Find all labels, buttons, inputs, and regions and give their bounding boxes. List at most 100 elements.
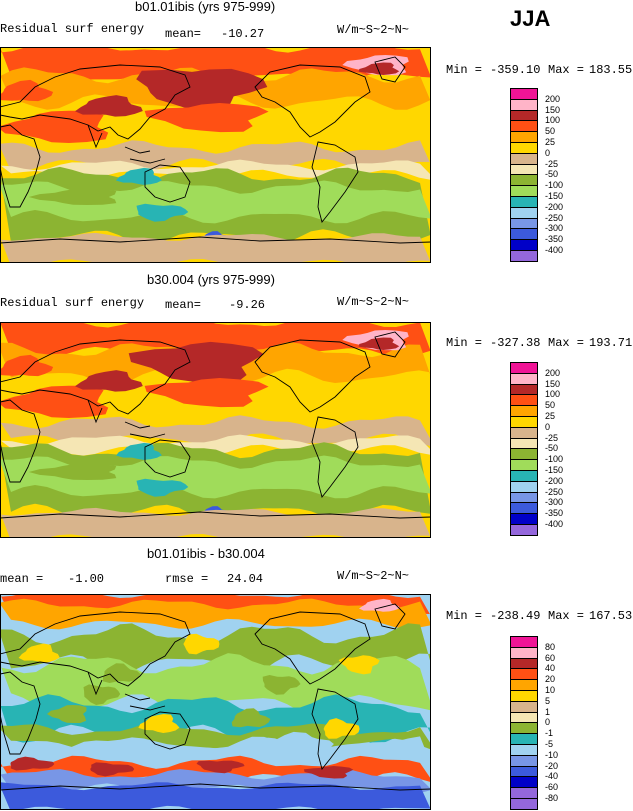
map-field	[358, 62, 400, 75]
coastline	[0, 511, 431, 519]
legend-tick-label: -250	[545, 212, 564, 223]
map-field	[338, 655, 380, 675]
map-field	[83, 684, 121, 705]
coastline	[374, 603, 406, 630]
panel2-max-value: 193.71	[589, 336, 633, 350]
legend-tick-label: 25	[545, 411, 556, 421]
panel3-units: W/m~S~2~N~	[337, 569, 410, 583]
coastline	[0, 671, 41, 755]
panel1-title: b01.01ibis (yrs 975-999)	[135, 0, 276, 14]
legend-tick-label: -350	[545, 508, 564, 519]
coastline	[144, 439, 191, 478]
coastline	[311, 688, 359, 770]
map-field	[28, 464, 117, 480]
map-field	[0, 232, 431, 263]
legend-tick-label: 200	[545, 93, 561, 104]
panel3-map	[0, 594, 431, 810]
panel2-mean-value: -9.26	[229, 298, 266, 312]
panel2-max-label: Max =	[548, 336, 585, 350]
legend-tick-label: -20	[545, 760, 559, 771]
coastline	[87, 399, 103, 424]
legend-swatch	[510, 798, 538, 810]
legend-tick-label: 100	[545, 115, 561, 126]
coastline	[124, 146, 166, 164]
panel3-min-value: -238.49	[490, 609, 541, 623]
map-field	[196, 760, 245, 774]
legend-tick-label: -10	[545, 749, 559, 760]
legend-tick-label: -400	[545, 245, 564, 255]
legend-tick-label: 0	[545, 717, 551, 728]
map-field	[136, 203, 189, 222]
legend-tick-label: -40	[545, 771, 559, 782]
legend-tick-label: 100	[545, 389, 561, 400]
map-field	[0, 110, 109, 143]
map-field	[102, 663, 141, 683]
coastline	[124, 421, 166, 439]
map-field	[358, 337, 400, 350]
legend-tick-label: -1	[545, 728, 554, 739]
coastline	[0, 339, 191, 415]
map-field	[144, 103, 269, 133]
coastline	[311, 141, 359, 223]
legend-tick-label: -200	[545, 201, 564, 212]
legend-tick-label: -350	[545, 234, 564, 245]
coastline	[311, 416, 359, 498]
map-field	[10, 756, 55, 771]
legend-tick-label: -100	[545, 180, 564, 191]
legend-tick-label: -150	[545, 465, 564, 475]
coastline	[254, 64, 371, 138]
map-field	[323, 718, 360, 739]
panel3-mean-value: -1.00	[68, 572, 105, 586]
map-field	[47, 705, 87, 723]
legend-swatch	[510, 250, 538, 262]
legend-tick-label: -50	[545, 169, 559, 180]
map-field	[144, 378, 269, 408]
coastline	[87, 124, 103, 149]
legend-tick-label: -200	[545, 475, 564, 486]
coastline	[254, 611, 371, 685]
coastline	[0, 236, 431, 244]
map-field	[75, 370, 143, 392]
map-field	[136, 478, 189, 497]
map-field	[0, 507, 431, 538]
panel1-max-label: Max =	[548, 63, 585, 77]
coastline	[0, 611, 191, 687]
legend-tick-label: 25	[545, 137, 556, 147]
panel3-rmse-label: rmse =	[165, 572, 209, 586]
map-field	[231, 708, 271, 728]
legend-tick-label: 200	[545, 367, 561, 378]
panel1-max-value: 183.55	[589, 63, 633, 77]
legend-tick-label: -150	[545, 191, 564, 201]
legend-tick-label: 0	[545, 421, 551, 432]
map-field	[28, 189, 117, 205]
map-field	[136, 68, 268, 112]
map-field	[90, 762, 135, 777]
coastline	[124, 693, 166, 711]
season-label: JJA	[510, 6, 551, 31]
map-field	[18, 643, 60, 663]
legend-tick-label: 1	[545, 706, 551, 717]
legend-tick-label: -80	[545, 793, 559, 803]
panel3-max-label: Max =	[548, 609, 585, 623]
panel1-mean-label: mean=	[165, 27, 202, 41]
legend-tick-label: 150	[545, 378, 561, 389]
panel1-units: W/m~S~2~N~	[337, 23, 410, 37]
map-field	[128, 341, 264, 384]
coastline	[0, 124, 41, 208]
panel3-max-value: 167.53	[589, 609, 633, 623]
map-field	[0, 598, 431, 630]
map-field	[0, 782, 431, 810]
panel3-min-label: Min =	[446, 609, 483, 623]
legend-tick-label: 40	[545, 663, 556, 674]
legend-tick-label: -50	[545, 443, 559, 454]
map-field	[303, 766, 354, 779]
map-frame	[0, 594, 431, 810]
legend-tick-label: 60	[545, 652, 556, 663]
map-field	[0, 79, 54, 102]
panel3-mean-label: mean =	[0, 572, 44, 586]
panel3-title: b01.01ibis - b30.004	[147, 546, 265, 561]
legend-tick-label: -400	[545, 519, 564, 529]
legend-tick-label: -100	[545, 454, 564, 465]
legend-tick-label: -25	[545, 432, 559, 443]
map-field	[0, 322, 431, 358]
